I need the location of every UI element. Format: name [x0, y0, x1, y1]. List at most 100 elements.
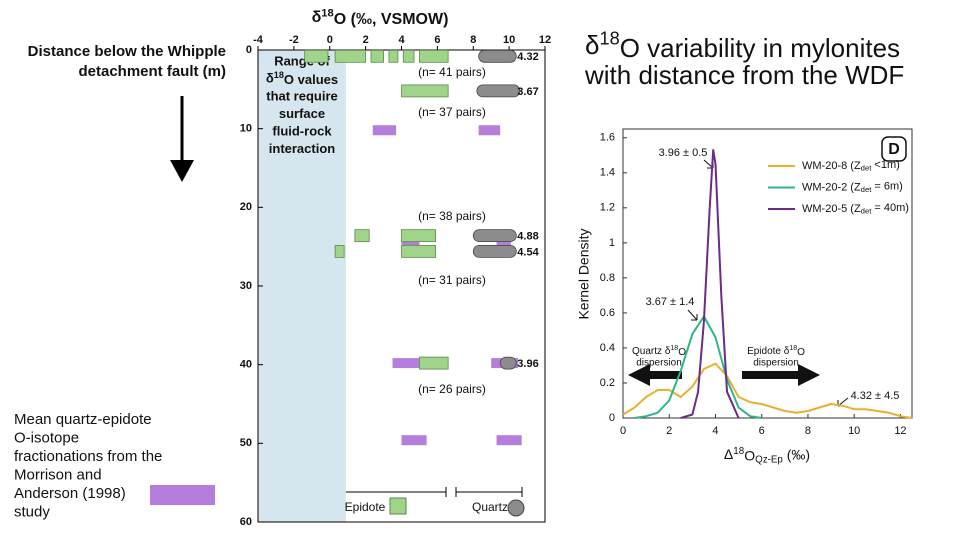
- note-text: Mean quartz-epidote: [14, 411, 152, 428]
- legend-label: WM-20-5 (Zdet = 40m): [802, 202, 909, 215]
- x-tick-label: -2: [289, 34, 299, 46]
- shaded-region: [258, 50, 346, 522]
- x-tick-label: 2: [363, 34, 369, 46]
- y-tick-label: 0.6: [600, 307, 615, 319]
- quartz-range: [476, 84, 521, 98]
- quartz-range: [472, 244, 517, 258]
- row-label: 3.96: [517, 358, 538, 370]
- row-label: 4.54: [517, 246, 539, 258]
- pointer: [687, 309, 698, 321]
- dispersion-arrow: [628, 364, 650, 386]
- text-part: O: [744, 447, 755, 463]
- row-label: 4.88: [517, 231, 538, 243]
- epidote-range: [334, 244, 345, 258]
- x-tick-label: 6: [759, 425, 765, 437]
- note-swatch: [150, 485, 215, 505]
- text-part: det: [861, 163, 873, 172]
- text-part: O values: [284, 72, 338, 87]
- text-part: det: [861, 206, 873, 215]
- y-tick-label: 1.6: [600, 132, 615, 144]
- y-caption: Distance below the Whipple: [28, 43, 226, 60]
- fractionation-bar: [496, 435, 522, 446]
- x-tick-label: 12: [894, 425, 906, 437]
- note-text: Anderson (1998): [14, 485, 126, 502]
- legend-label: WM-20-2 (Zdet = 6m): [802, 180, 903, 193]
- annotation: 3.67 ± 1.4: [646, 296, 695, 308]
- x-tick-label: 4: [712, 425, 718, 437]
- fractionation-bar: [372, 125, 397, 136]
- shaded-label: fluid-rock: [272, 123, 332, 138]
- note-text: study: [14, 503, 50, 520]
- y-tick-label: 0.8: [600, 272, 615, 284]
- shaded-label: δ18O values: [266, 70, 338, 87]
- quartz-range: [478, 49, 517, 63]
- annotation: 4.32 ± 4.5: [851, 390, 900, 402]
- fractionation-bar: [392, 358, 424, 369]
- epidote-range: [419, 356, 449, 370]
- text-part: O (‰, VSMOW): [334, 11, 449, 28]
- dispersion-arrow: [742, 371, 798, 379]
- note-text: fractionations from the: [14, 448, 162, 465]
- text-part: = 40m): [871, 202, 909, 214]
- annotation: (n= 38 pairs): [418, 209, 486, 223]
- annotation: (n= 26 pairs): [418, 382, 486, 396]
- note-text: O-isotope: [14, 429, 79, 446]
- y-tick-label: 0.2: [600, 377, 615, 389]
- x-tick-label: 0: [327, 34, 333, 46]
- annotation: Epidote δ18O: [747, 345, 805, 358]
- text-part: 18: [274, 70, 284, 80]
- note-text: Morrison and: [14, 466, 102, 483]
- dispersion-arrow: [798, 364, 820, 386]
- legend-swatch: [507, 499, 525, 517]
- x-tick-label: 12: [539, 34, 551, 46]
- row-label: 4.32: [517, 51, 538, 63]
- density-line: [634, 315, 762, 419]
- fractionation-bar: [478, 125, 501, 136]
- epidote-range: [402, 49, 415, 63]
- panel-label: D: [888, 141, 900, 158]
- text-part: 18: [321, 7, 333, 19]
- text-part: δ: [585, 30, 599, 60]
- annotation: dispersion: [636, 358, 682, 369]
- text-part: Δ: [724, 446, 733, 462]
- annotation: (n= 41 pairs): [418, 65, 486, 79]
- text-part: (‰): [783, 446, 810, 462]
- density-line: [680, 149, 740, 419]
- text-part: 18: [599, 29, 619, 49]
- shaded-label: surface: [279, 106, 325, 121]
- y-tick-label: 0.4: [600, 342, 615, 354]
- dispersion-arrow: [650, 371, 682, 379]
- text-part: Epidote δ: [747, 346, 790, 357]
- legend-label: WM-20-8 (Zdet <1m): [802, 159, 900, 172]
- x-tick-label: 8: [805, 425, 811, 437]
- epidote-range: [334, 49, 367, 63]
- quartz-range: [472, 229, 517, 243]
- text-part: WM-20-8 (Z: [802, 160, 861, 172]
- epidote-range: [419, 49, 449, 63]
- text-part: O variability in mylonites: [620, 33, 900, 63]
- epidote-range: [354, 229, 370, 243]
- y-tick-label: 20: [240, 201, 252, 213]
- row-label: 3.67: [517, 86, 538, 98]
- legend-label: Epidote: [345, 500, 386, 514]
- text-part: δ: [312, 9, 322, 26]
- text-part: WM-20-2 (Z: [802, 181, 861, 193]
- epidote-range: [304, 49, 329, 63]
- text-part: WM-20-5 (Z: [802, 203, 861, 215]
- text-part: det: [861, 185, 873, 194]
- y-tick-label: 0: [609, 412, 615, 424]
- text-part: O: [797, 347, 805, 358]
- x-tick-label: 10: [848, 425, 860, 437]
- annotation: (n= 37 pairs): [418, 105, 486, 119]
- slide-title: δ18O variability in mylonites: [585, 29, 900, 63]
- y-tick-label: 1: [609, 237, 615, 249]
- legend-swatch: [389, 497, 407, 515]
- epidote-range: [401, 84, 449, 98]
- x-tick-label: 6: [434, 34, 440, 46]
- slide-title: with distance from the WDF: [584, 60, 904, 90]
- text-part: Qz-Ep: [755, 454, 783, 465]
- epidote-range: [370, 49, 384, 63]
- y-tick-label: 1.4: [600, 167, 615, 179]
- x-tick-label: -4: [253, 34, 264, 46]
